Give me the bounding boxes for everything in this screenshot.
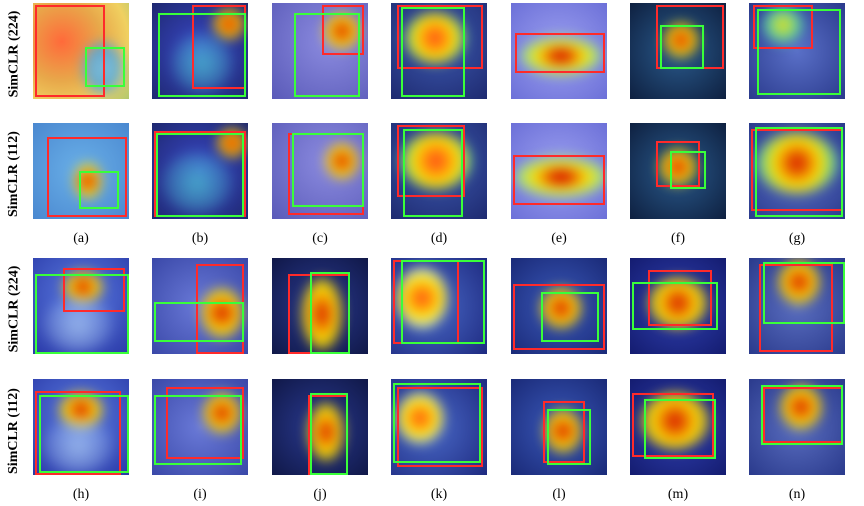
image-m-224 bbox=[630, 258, 726, 354]
image-d-112 bbox=[391, 123, 487, 219]
caption-d: (d) bbox=[430, 231, 448, 246]
image-d-224 bbox=[391, 3, 487, 99]
image-a-224 bbox=[33, 3, 129, 99]
image-g-112 bbox=[749, 123, 845, 219]
image-m-112 bbox=[630, 379, 726, 475]
caption-a: (a) bbox=[73, 231, 89, 246]
caption-m: (m) bbox=[667, 487, 689, 502]
image-b-112 bbox=[152, 123, 248, 219]
row-label-4: SimCLR (112) bbox=[6, 388, 22, 474]
image-c-224 bbox=[272, 3, 368, 99]
image-b-224 bbox=[152, 3, 248, 99]
image-n-112 bbox=[749, 379, 845, 475]
image-j-224 bbox=[272, 258, 368, 354]
image-n-224 bbox=[749, 258, 845, 354]
image-i-224 bbox=[152, 258, 248, 354]
image-f-112 bbox=[630, 123, 726, 219]
image-l-224 bbox=[511, 258, 607, 354]
image-f-224 bbox=[630, 3, 726, 99]
caption-c: (c) bbox=[312, 231, 328, 246]
image-k-224 bbox=[391, 258, 487, 354]
image-i-112 bbox=[152, 379, 248, 475]
image-j-112 bbox=[272, 379, 368, 475]
caption-k: (k) bbox=[430, 487, 448, 502]
image-k-112 bbox=[391, 379, 487, 475]
caption-j: (j) bbox=[313, 487, 327, 502]
row-label-1: SimCLR (224) bbox=[6, 10, 22, 98]
row-label-2: SimCLR (112) bbox=[6, 131, 22, 217]
row-label-3: SimCLR (224) bbox=[6, 265, 22, 353]
caption-l: (l) bbox=[552, 487, 566, 502]
caption-g: (g) bbox=[788, 231, 806, 246]
image-h-224 bbox=[33, 258, 129, 354]
image-l-112 bbox=[511, 379, 607, 475]
image-a-112 bbox=[33, 123, 129, 219]
caption-f: (f) bbox=[671, 231, 685, 246]
caption-h: (h) bbox=[72, 487, 90, 502]
caption-b: (b) bbox=[191, 231, 209, 246]
image-h-112 bbox=[33, 379, 129, 475]
image-e-112 bbox=[511, 123, 607, 219]
image-g-224 bbox=[749, 3, 845, 99]
caption-e: (e) bbox=[551, 231, 567, 246]
caption-n: (n) bbox=[788, 487, 806, 502]
image-e-224 bbox=[511, 3, 607, 99]
caption-i: (i) bbox=[193, 487, 207, 502]
image-c-112 bbox=[272, 123, 368, 219]
